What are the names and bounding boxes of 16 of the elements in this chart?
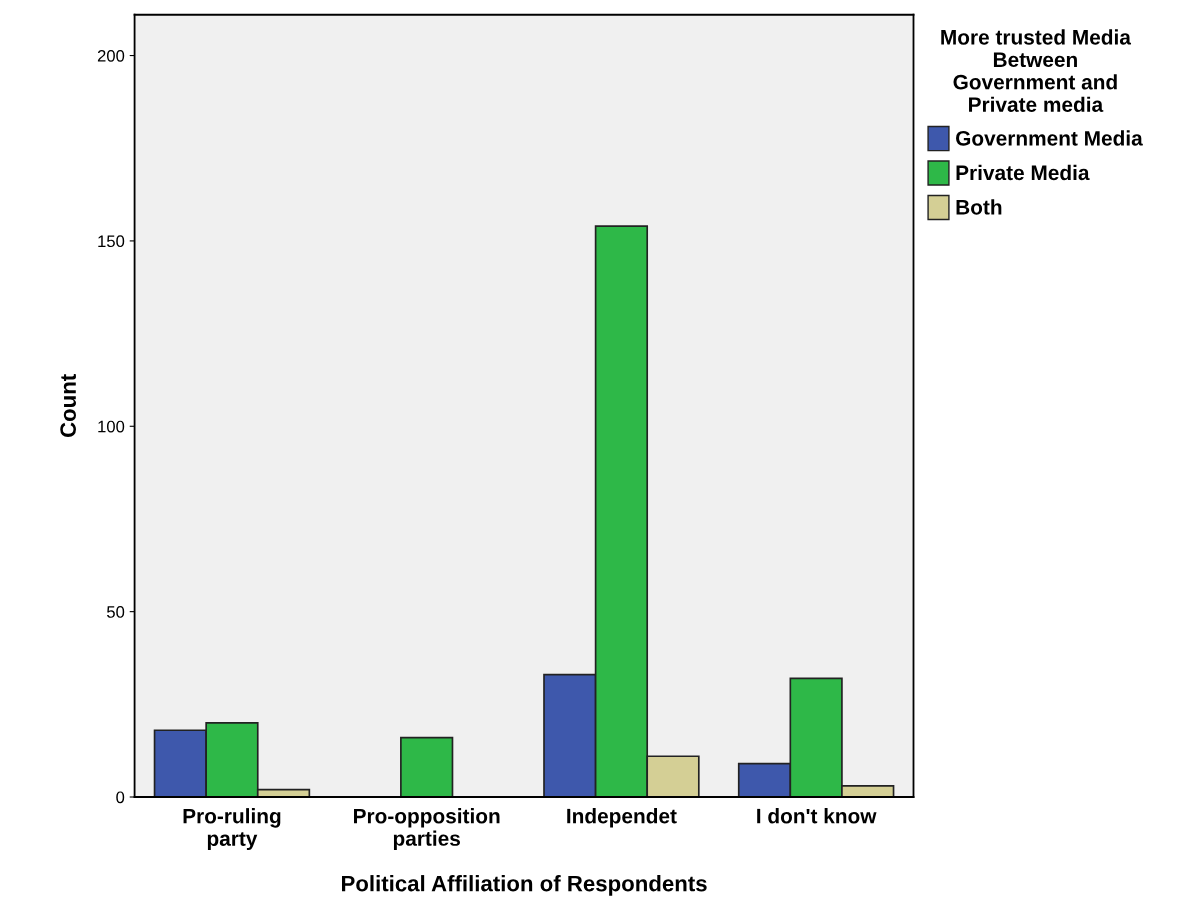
x-tick-label: Independet — [567, 808, 677, 828]
y-tick-label: 150 — [98, 235, 125, 248]
x-tick-label: Pro-opposition parties — [354, 808, 500, 850]
y-tick-label: 100 — [98, 420, 125, 433]
legend-label: Government Media — [956, 130, 1143, 146]
y-tick-label: 200 — [97, 49, 125, 62]
legend-title: More trusted Media Between Government and Private media — [941, 29, 1132, 112]
legend-label: Private Media — [956, 164, 1090, 181]
legend-label: Both — [956, 199, 1002, 215]
x-tick-label: I don't know — [757, 808, 877, 824]
bar — [400, 736, 454, 798]
x-axis-title: Political Affiliation of Respondents — [342, 875, 707, 896]
y-axis-title: Count — [60, 374, 76, 438]
y-tick-label: 50 — [106, 606, 125, 618]
x-tick-label: Pro-ruling party — [183, 808, 281, 851]
y-tick-label: 0 — [116, 791, 125, 804]
